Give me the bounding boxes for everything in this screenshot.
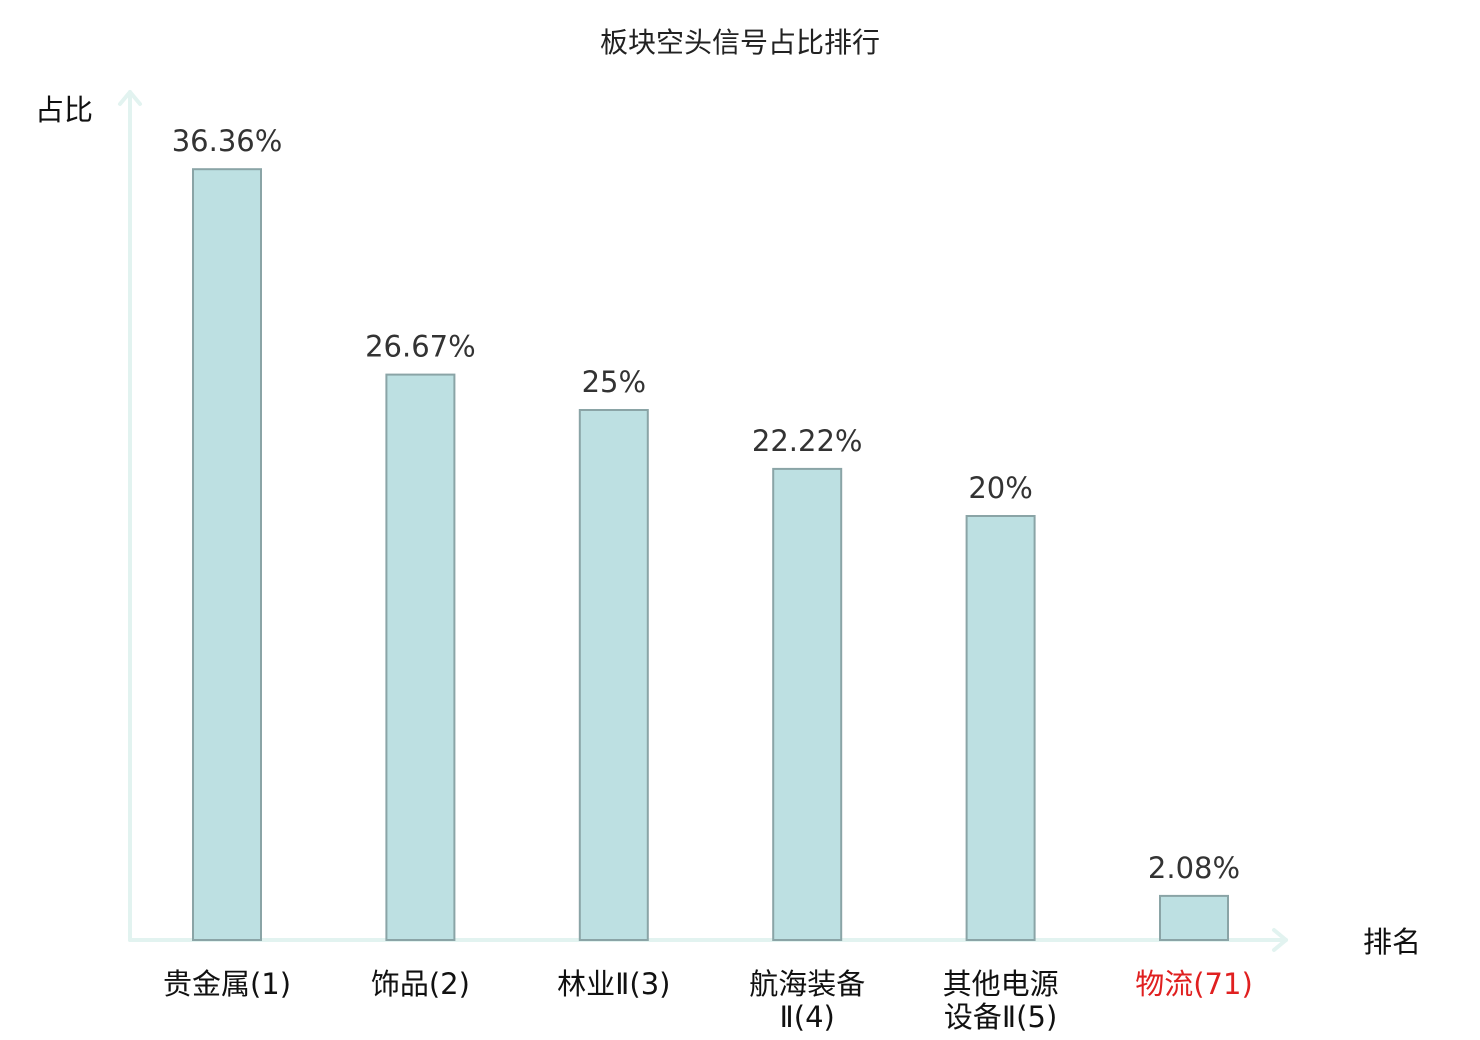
x-tick-label: 航海装备 Ⅱ(4) bbox=[749, 967, 865, 1034]
x-tick-label-line: 物流(71) bbox=[1135, 967, 1253, 1001]
category-labels-group: 贵金属(1) 饰品(2) 林业Ⅱ(3) 航海装备 Ⅱ(4) 其他电源设备Ⅱ(5) 物流(71… bbox=[163, 967, 1253, 1034]
x-tick-label: 物流(71) bbox=[1135, 967, 1253, 1001]
bar-value-label: 25% bbox=[582, 365, 646, 399]
bar-value-label: 2.08% bbox=[1148, 851, 1240, 885]
x-tick-label-line: 航海装备 bbox=[749, 967, 865, 1001]
bar-value-label: 26.67% bbox=[365, 330, 476, 364]
y-axis-arrow bbox=[118, 90, 142, 106]
bar-value-label: 20% bbox=[968, 471, 1032, 505]
bar bbox=[965, 515, 1036, 941]
bar bbox=[578, 409, 649, 941]
x-tick-label: 林业Ⅱ(3) bbox=[557, 967, 670, 1001]
bar bbox=[1159, 894, 1229, 942]
x-axis-title: 排名 bbox=[1363, 925, 1421, 959]
x-axis-arrow bbox=[1272, 928, 1288, 952]
x-tick-label: 其他电源设备Ⅱ(5) bbox=[943, 967, 1059, 1034]
bar bbox=[192, 168, 262, 941]
value-labels-group: 36.36% 26.67% 25% 22.22% 20% 2.08% bbox=[172, 124, 1240, 885]
bar bbox=[385, 373, 456, 942]
bar-value-label: 22.22% bbox=[752, 424, 863, 458]
x-tick-label-line: Ⅱ(4) bbox=[780, 1000, 835, 1034]
y-axis bbox=[118, 90, 142, 942]
x-tick-label-line: 其他电源 bbox=[943, 967, 1059, 1001]
x-tick-label-line: 设备Ⅱ(5) bbox=[944, 1000, 1057, 1034]
bars-group bbox=[192, 168, 1229, 942]
x-tick-label: 贵金属(1) bbox=[163, 967, 291, 1001]
bar-value-label: 36.36% bbox=[172, 124, 283, 158]
bar bbox=[772, 467, 843, 941]
x-axis bbox=[128, 928, 1288, 952]
x-tick-label: 饰品(2) bbox=[371, 967, 470, 1001]
x-tick-label-line: 贵金属(1) bbox=[163, 967, 291, 1001]
x-tick-label-line: 林业Ⅱ(3) bbox=[557, 967, 670, 1001]
y-axis-title: 占比 bbox=[35, 93, 93, 127]
chart-title: 板块空头信号占比排行 bbox=[600, 26, 880, 59]
x-tick-label-line: 饰品(2) bbox=[371, 967, 470, 1001]
